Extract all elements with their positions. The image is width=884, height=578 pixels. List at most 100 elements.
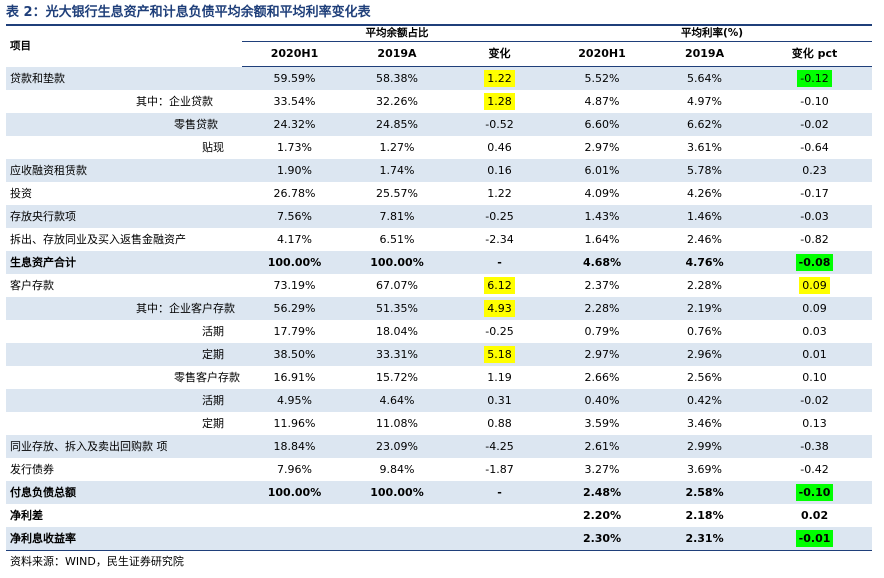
- cell-value: 2.66%: [584, 371, 620, 384]
- cell-value: 0.13: [802, 417, 827, 430]
- cell-value: 32.26%: [376, 95, 418, 108]
- table-row: 净利息收益率 2.30% 2.31% -0.01: [6, 527, 873, 551]
- cell-value: 7.56%: [242, 205, 347, 228]
- row-label: 拆出、存放同业及买入返售金融资产: [10, 233, 186, 246]
- row-label: 活期: [202, 325, 224, 338]
- cell-value: 1.27%: [379, 141, 415, 154]
- row-label: 客户存款: [10, 279, 54, 292]
- header-col-5: 2019A: [652, 41, 758, 67]
- cell-value: 59.59%: [242, 66, 347, 90]
- row-label: 其中：企业客户存款: [6, 297, 242, 320]
- data-table: 项目 平均余额占比 平均利率(%) 2020H1 2019A 变化 2020H1…: [6, 26, 873, 551]
- cell-value: [447, 527, 553, 551]
- cell-value: [242, 527, 347, 551]
- cell-value: 0.42%: [652, 389, 758, 412]
- row-label: 零售客户存款: [174, 371, 240, 384]
- cell-value: 2.96%: [652, 343, 758, 366]
- cell-value: 0.79%: [584, 325, 620, 338]
- cell-value: 4.17%: [277, 233, 312, 246]
- cell-value: 4.76%: [652, 251, 758, 274]
- row-label: 零售贷款: [6, 113, 242, 136]
- table-row: 存放央行款项 7.56% 7.81% -0.25 1.43% 1.46% -0.03: [6, 205, 873, 228]
- cell-value: 1.22: [487, 187, 512, 200]
- row-label: 定期: [6, 343, 242, 366]
- cell-value: 4.95%: [242, 389, 347, 412]
- cell-value: 100.00%: [242, 251, 347, 274]
- row-label: 活期: [6, 389, 242, 412]
- table-row: 零售贷款 24.32% 24.85% -0.52 6.60% 6.62% -0.02: [6, 113, 873, 136]
- cell-value: 2.99%: [652, 435, 758, 458]
- cell-value: 1.64%: [584, 233, 620, 246]
- row-label: 定期: [202, 417, 224, 430]
- cell-value: 2.37%: [584, 279, 620, 292]
- cell-value: 6.01%: [552, 159, 653, 182]
- cell-value: 11.08%: [376, 417, 418, 430]
- cell-value: 3.27%: [584, 463, 620, 476]
- cell-value: [242, 504, 347, 527]
- row-label: 同业存放、拆入及卖出回购款 项: [6, 435, 242, 458]
- row-label: 生息资产合计: [6, 251, 242, 274]
- cell-value: 2.31%: [652, 527, 758, 551]
- highlighted-value: -0.08: [795, 254, 834, 271]
- cell-value: 23.09%: [347, 435, 447, 458]
- cell-value: 0.03: [802, 325, 827, 338]
- table-row: 投资 26.78% 25.57% 1.22 4.09% 4.26% -0.17: [6, 182, 872, 205]
- row-label: 存放央行款项: [6, 205, 242, 228]
- cell-value: 9.84%: [379, 463, 415, 476]
- source-note: 资料来源：WIND，民生证券研究院: [10, 555, 184, 568]
- cell-value: 5.18: [447, 343, 553, 366]
- cell-value: 26.78%: [273, 187, 316, 200]
- cell-value: 2.30%: [552, 527, 653, 551]
- row-label: 应收融资租赁款: [6, 159, 242, 182]
- highlighted-value: -0.12: [797, 70, 832, 87]
- cell-value: -0.02: [757, 389, 873, 412]
- row-label: 净利差: [10, 509, 43, 522]
- cell-value: 24.85%: [347, 113, 447, 136]
- cell-value: [447, 504, 552, 527]
- highlighted-value: 6.12: [484, 277, 515, 294]
- cell-value: 2.46%: [687, 233, 722, 246]
- cell-value: 4.64%: [347, 389, 447, 412]
- cell-value: 0.46: [487, 141, 512, 154]
- cell-value: 5.52%: [552, 66, 653, 90]
- cell-value: 6.62%: [652, 113, 758, 136]
- table-row: 贷款和垫款 59.59% 58.38% 1.22 5.52% 5.64% -0.12: [6, 66, 873, 90]
- header-col-1: 2020H1: [242, 41, 347, 67]
- row-label: 发行债券: [10, 463, 54, 476]
- table-row: 应收融资租赁款 1.90% 1.74% 0.16 6.01% 5.78% 0.23: [6, 159, 873, 182]
- cell-value: 3.59%: [584, 417, 620, 430]
- cell-value: 2.28%: [552, 297, 653, 320]
- cell-value: -0.38: [757, 435, 873, 458]
- cell-value: 5.64%: [652, 66, 758, 90]
- cell-value: 100.00%: [347, 251, 447, 274]
- table-row: 定期 38.50% 33.31% 5.18 2.97% 2.96% 0.01: [6, 343, 873, 366]
- cell-value: 0.40%: [552, 389, 653, 412]
- table-row: 客户存款 73.19% 67.07% 6.12 2.37% 2.28% 0.09: [6, 274, 872, 297]
- cell-value: 2.97%: [552, 343, 653, 366]
- table-row: 发行债券 7.96% 9.84% -1.87 3.27% 3.69% -0.42: [6, 458, 872, 481]
- cell-value: 2.19%: [652, 297, 758, 320]
- cell-value: -4.25: [447, 435, 553, 458]
- cell-value: 38.50%: [242, 343, 347, 366]
- highlighted-value: 1.28: [484, 93, 515, 110]
- cell-value: 0.09: [757, 297, 873, 320]
- cell-value: 1.22: [447, 66, 553, 90]
- row-label: 贴现: [202, 141, 224, 154]
- cell-value: -2.34: [485, 233, 514, 246]
- table-body: 贷款和垫款 59.59% 58.38% 1.22 5.52% 5.64% -0.12 其中：企…: [6, 66, 873, 551]
- table-row: 定期 11.96% 11.08% 0.88 3.59% 3.46% 0.13: [6, 412, 872, 435]
- cell-value: 4.68%: [552, 251, 653, 274]
- cell-value: 2.97%: [584, 141, 620, 154]
- header-col-4: 2020H1: [552, 41, 653, 67]
- table-row: 同业存放、拆入及卖出回购款 项 18.84% 23.09% -4.25 2.61% 2.9…: [6, 435, 873, 458]
- cell-value: [347, 527, 447, 551]
- header-col-3: 变化: [447, 41, 553, 67]
- table-row: 贴现 1.73% 1.27% 0.46 2.97% 3.61% -0.64: [6, 136, 872, 159]
- header-row-columns: 2020H1 2019A 变化 2020H1 2019A 变化 pct: [6, 41, 873, 67]
- header-col-6: 变化 pct: [757, 41, 873, 67]
- table-row: 净利差 2.20% 2.18% 0.02: [6, 504, 872, 527]
- table-row: 拆出、存放同业及买入返售金融资产 4.17% 6.51% -2.34 1.64% 2.46…: [6, 228, 872, 251]
- cell-value: 56.29%: [242, 297, 347, 320]
- cell-value: 4.09%: [584, 187, 620, 200]
- cell-value: -0.52: [447, 113, 553, 136]
